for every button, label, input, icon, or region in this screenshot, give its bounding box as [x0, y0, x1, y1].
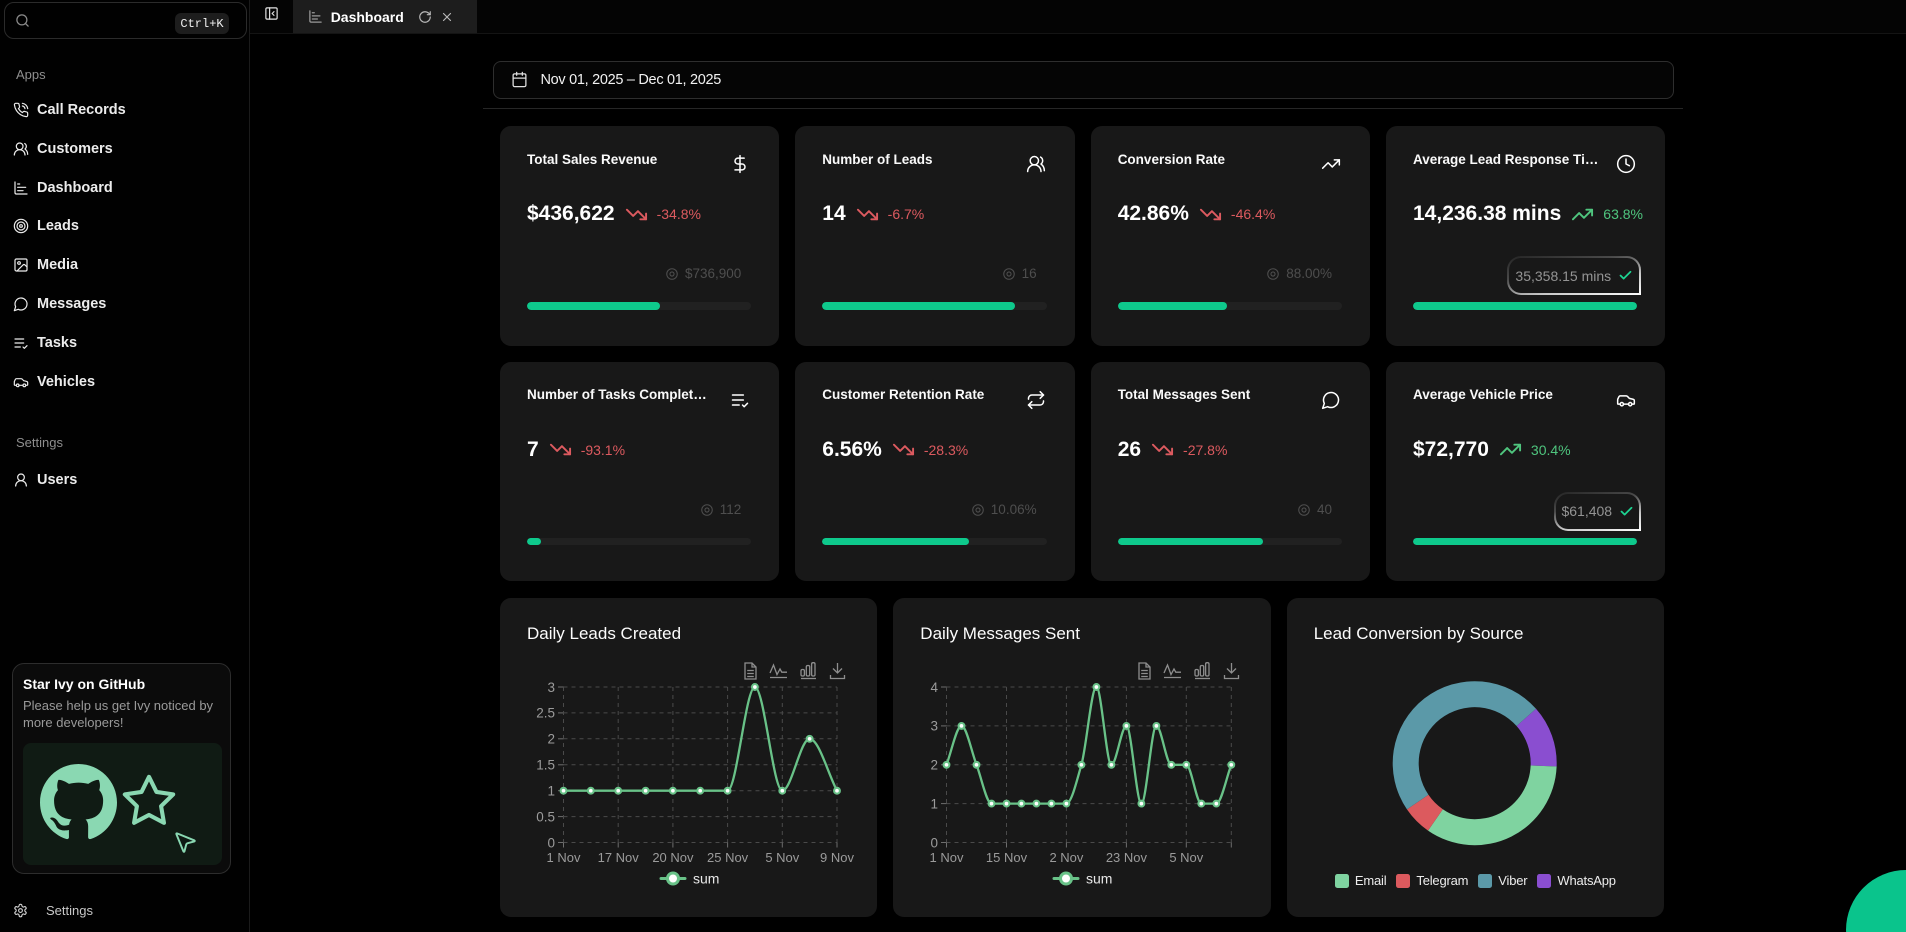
svg-text:20 Nov: 20 Nov	[652, 850, 694, 865]
svg-text:5 Nov: 5 Nov	[765, 850, 799, 865]
svg-text:3: 3	[547, 680, 555, 695]
svg-text:25 Nov: 25 Nov	[707, 850, 749, 865]
svg-text:1: 1	[931, 796, 939, 811]
svg-text:sum: sum	[1086, 870, 1112, 886]
svg-text:5 Nov: 5 Nov	[1170, 850, 1204, 865]
svg-text:1: 1	[547, 783, 555, 798]
svg-text:2: 2	[547, 732, 555, 747]
svg-text:2: 2	[931, 758, 939, 773]
svg-text:1 Nov: 1 Nov	[930, 850, 964, 865]
svg-text:2 Nov: 2 Nov	[1050, 850, 1084, 865]
svg-text:1.5: 1.5	[536, 758, 555, 773]
svg-text:0: 0	[931, 835, 939, 850]
svg-text:1 Nov: 1 Nov	[547, 850, 581, 865]
svg-text:0: 0	[547, 835, 555, 850]
svg-text:17 Nov: 17 Nov	[598, 850, 640, 865]
svg-text:0.5: 0.5	[536, 809, 555, 824]
svg-text:23 Nov: 23 Nov	[1106, 850, 1148, 865]
svg-text:3: 3	[931, 719, 939, 734]
svg-text:9 Nov: 9 Nov	[820, 850, 854, 865]
svg-text:sum: sum	[693, 870, 719, 886]
svg-text:15 Nov: 15 Nov	[986, 850, 1028, 865]
svg-text:4: 4	[931, 680, 939, 695]
svg-text:2.5: 2.5	[536, 706, 555, 721]
